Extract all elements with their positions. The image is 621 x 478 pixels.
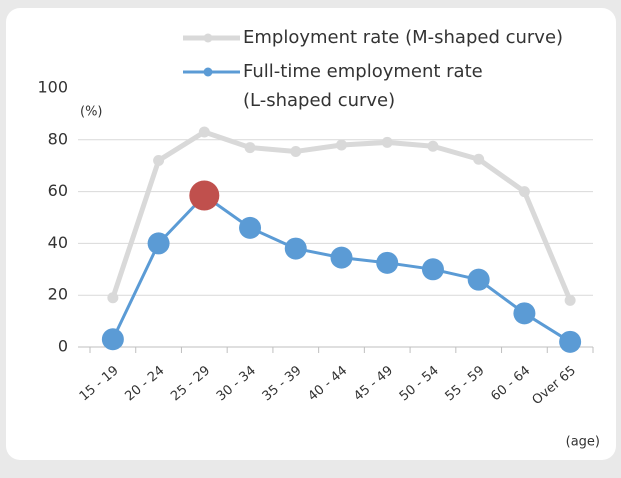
- x-tick-label: 35 - 39: [260, 363, 305, 404]
- data-point: [381, 136, 393, 148]
- x-tick-label: 55 - 59: [443, 363, 488, 404]
- x-tick-label: 25 - 29: [168, 363, 213, 404]
- y-axis-label: (%): [80, 105, 103, 120]
- y-tick-label: 80: [48, 129, 68, 148]
- chart-card: [6, 8, 616, 460]
- x-axis-label: (age): [566, 435, 600, 450]
- x-tick-label: 30 - 34: [214, 363, 259, 404]
- x-tick-label: Over 65: [530, 363, 579, 408]
- legend-marker: [203, 67, 213, 77]
- y-tick-label: 20: [48, 285, 68, 304]
- legend-label: Employment rate (M-shaped curve): [243, 27, 564, 48]
- data-point: [473, 153, 485, 165]
- data-point: [564, 294, 576, 306]
- data-point: [153, 155, 165, 167]
- y-tick-label: 40: [48, 233, 68, 252]
- x-tick-label: 40 - 44: [305, 363, 350, 404]
- data-point: [513, 302, 536, 325]
- data-point: [421, 258, 444, 281]
- legend-label: Full-time employment rate (L-shaped curv…: [243, 61, 483, 111]
- x-tick-label: 50 - 54: [397, 363, 442, 404]
- x-tick-label: 45 - 49: [351, 363, 396, 404]
- x-tick-label: 60 - 64: [488, 363, 533, 404]
- series-line: [111, 193, 571, 344]
- data-point: [284, 237, 307, 260]
- data-point: [376, 251, 399, 274]
- data-point: [330, 246, 353, 269]
- y-tick-label: 100: [37, 78, 68, 97]
- data-point: [189, 180, 220, 211]
- y-tick-label: 60: [48, 181, 68, 200]
- data-point: [107, 292, 119, 304]
- data-point: [559, 330, 582, 353]
- data-point: [518, 186, 530, 198]
- data-point: [467, 268, 490, 291]
- data-point: [147, 232, 170, 255]
- legend-marker: [203, 33, 213, 43]
- y-tick-label: 0: [58, 337, 68, 356]
- series-line: [110, 129, 573, 302]
- data-point: [101, 328, 124, 351]
- data-point: [336, 139, 347, 151]
- x-tick-label: 15 - 19: [77, 363, 122, 404]
- data-point: [198, 126, 210, 138]
- data-point: [290, 145, 302, 157]
- data-point: [239, 216, 262, 239]
- data-point: [427, 140, 439, 152]
- x-tick-label: 20 - 24: [122, 363, 167, 404]
- data-point: [244, 142, 256, 154]
